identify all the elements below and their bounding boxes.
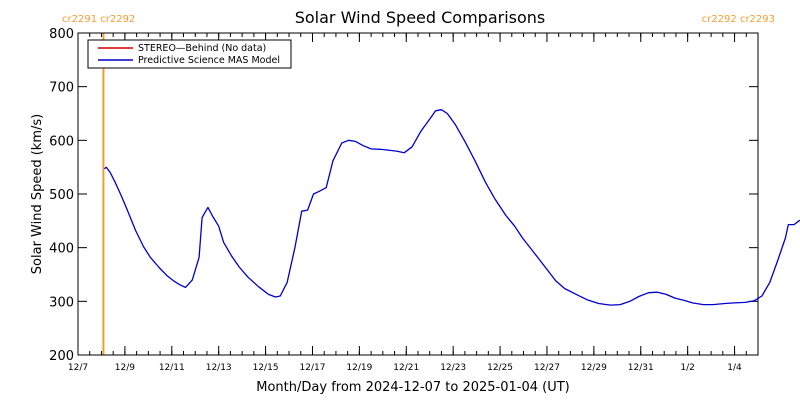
x-tick-label: 12/11: [159, 363, 185, 373]
x-tick-label: 12/25: [487, 363, 513, 373]
x-axis-label: Month/Day from 2024-12-07 to 2025-01-04 …: [256, 380, 569, 395]
legend-label-stereo: STEREO—Behind (No data): [138, 43, 266, 54]
x-tick-label: 12/19: [346, 363, 372, 373]
y-tick-label: 800: [49, 27, 74, 42]
x-tick-label: 12/15: [253, 363, 279, 373]
x-tick-label: 1/4: [727, 363, 742, 373]
y-tick-label: 600: [49, 134, 74, 149]
series-lines: [103, 109, 800, 306]
x-tick-label: 12/21: [393, 363, 419, 373]
legend-box: [87, 39, 292, 69]
x-tick-label: 12/27: [534, 363, 560, 373]
x-axis: 12/7 12/9 12/11 12/13 12/15 12/17 12/19 12/21 12…: [68, 33, 747, 373]
carrington-marker-label: cr2292 cr2293: [702, 14, 775, 25]
y-tick-label: 700: [49, 81, 74, 96]
y-tick-label: 400: [49, 242, 74, 257]
x-tick-label: 12/7: [68, 363, 88, 373]
y-axis-label: Solar Wind Speed (km/s): [30, 114, 45, 274]
y-tick-label: 300: [49, 295, 74, 310]
x-tick-label: 12/13: [206, 363, 232, 373]
y-tick-label: 500: [49, 188, 74, 203]
x-tick-label: 12/31: [628, 363, 654, 373]
legend-label-mas-model: Predictive Science MAS Model: [138, 55, 280, 66]
plot-frame: [77, 32, 759, 356]
legend: STEREO—Behind (No data) Predictive Scien…: [87, 39, 292, 69]
x-tick-label: 12/23: [440, 363, 466, 373]
series-line-mas-model: [103, 109, 800, 306]
y-axis: 200 300 400 500 600 700 800: [49, 27, 758, 364]
x-tick-label: 12/9: [115, 363, 135, 373]
carrington-marker-label: cr2291 cr2292: [62, 14, 135, 25]
x-tick-label: 12/29: [581, 363, 607, 373]
carrington-markers: cr2291 cr2292 cr2292 cr2293: [62, 14, 800, 355]
x-tick-label: 12/17: [300, 363, 326, 373]
chart-title: Solar Wind Speed Comparisons: [295, 8, 546, 27]
x-tick-label: 1/2: [680, 363, 694, 373]
y-tick-label: 200: [49, 349, 74, 364]
